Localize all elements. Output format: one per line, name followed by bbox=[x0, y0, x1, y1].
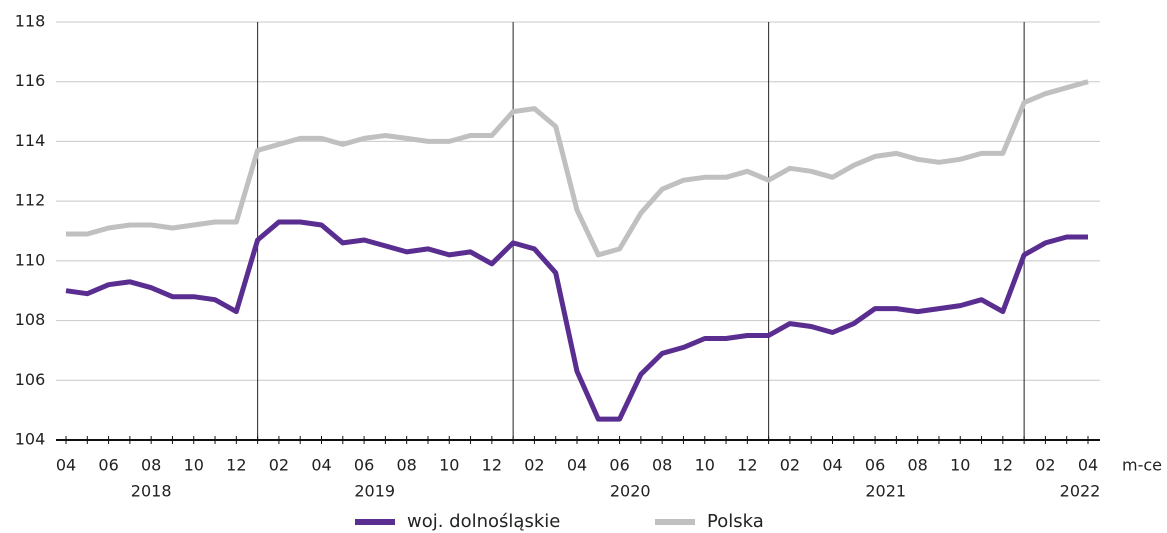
x-tick-label: 12 bbox=[993, 456, 1013, 475]
y-tick-label: 104 bbox=[15, 430, 46, 449]
y-tick-label: 106 bbox=[15, 370, 46, 389]
x-tick-label: 12 bbox=[482, 456, 502, 475]
legend-label: Polska bbox=[707, 511, 764, 532]
y-tick-label: 114 bbox=[15, 131, 46, 150]
x-tick-label: 02 bbox=[524, 456, 544, 475]
x-tick-label: 10 bbox=[439, 456, 459, 475]
x-tick-label: 04 bbox=[1078, 456, 1098, 475]
x-tick-label: 02 bbox=[1035, 456, 1055, 475]
y-tick-label: 108 bbox=[15, 310, 46, 329]
x-tick-label: 04 bbox=[822, 456, 842, 475]
x-tick-label: 08 bbox=[141, 456, 161, 475]
series-line bbox=[66, 79, 1089, 258]
y-tick-label: 112 bbox=[15, 191, 46, 210]
series-line bbox=[65, 219, 1088, 422]
x-tick-label: 06 bbox=[98, 456, 118, 475]
x-tick-label: 08 bbox=[907, 456, 927, 475]
x-tick-label: 06 bbox=[609, 456, 629, 475]
x-tick-label: 10 bbox=[184, 456, 204, 475]
x-tick-label: 02 bbox=[780, 456, 800, 475]
year-label: 2019 bbox=[354, 482, 395, 501]
x-tick-label: 06 bbox=[354, 456, 374, 475]
x-tick-label: 04 bbox=[56, 456, 76, 475]
x-tick-label: 08 bbox=[396, 456, 416, 475]
x-tick-label: 04 bbox=[567, 456, 587, 475]
x-tick-label: 08 bbox=[652, 456, 672, 475]
year-label: 2022 bbox=[1060, 482, 1101, 501]
y-tick-label: 116 bbox=[15, 71, 46, 90]
legend-label: woj. dolnośląskie bbox=[407, 511, 560, 532]
x-tick-label: 10 bbox=[695, 456, 715, 475]
year-label: 2020 bbox=[610, 482, 651, 501]
x-tick-label: 12 bbox=[226, 456, 246, 475]
x-tick-label: 02 bbox=[269, 456, 289, 475]
y-tick-label: 118 bbox=[15, 12, 46, 31]
year-label: 2021 bbox=[865, 482, 906, 501]
x-tick-label: 10 bbox=[950, 456, 970, 475]
year-label: 2018 bbox=[131, 482, 172, 501]
x-tick-label: 04 bbox=[311, 456, 331, 475]
x-axis-label: m-ce bbox=[1122, 456, 1162, 475]
x-tick-label: 12 bbox=[737, 456, 757, 475]
y-tick-label: 110 bbox=[15, 250, 46, 269]
x-tick-label: 06 bbox=[865, 456, 885, 475]
